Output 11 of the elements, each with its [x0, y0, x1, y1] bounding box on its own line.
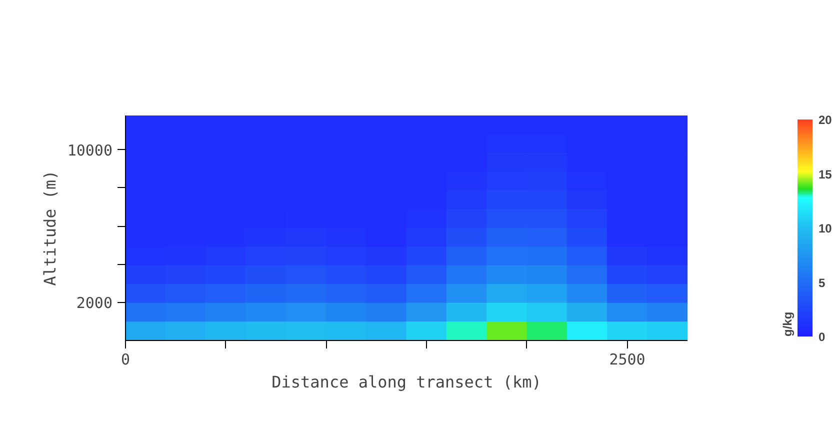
x-axis-title: Distance along transect (km): [272, 372, 542, 392]
color-bar-label: 10: [818, 222, 832, 236]
color-bar-label: 0: [818, 330, 826, 344]
color-bar-label: 20: [818, 113, 832, 127]
y-axis-title: Altitude (m): [40, 170, 60, 286]
y-tick-label: 2000: [76, 294, 112, 312]
y-tick-label: 10000: [67, 141, 112, 160]
x-tick-label: 2500: [609, 350, 646, 368]
color-bar-label: 15: [818, 167, 832, 182]
color-bar-title: g/kg: [780, 312, 794, 336]
color-bar-label: 5: [818, 276, 826, 290]
